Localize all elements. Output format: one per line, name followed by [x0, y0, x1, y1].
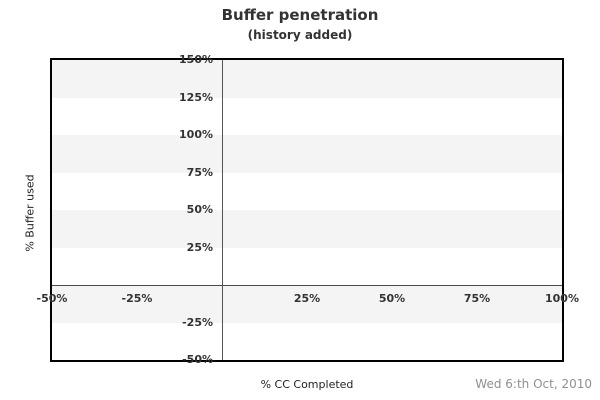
y-tick-label: 125% [179, 90, 214, 104]
plot-band [52, 247, 562, 285]
footer-date: Wed 6:th Oct, 2010 [475, 377, 592, 391]
y-zero-axis-line [52, 285, 562, 286]
chart-title: Buffer penetration [221, 6, 379, 24]
x-tick-label: 25% [293, 292, 321, 305]
y-tick-label: -25% [182, 315, 214, 329]
x-tick-label: 75% [463, 292, 491, 305]
x-axis-title: % CC Completed [260, 378, 354, 391]
x-tick-label: 100% [545, 292, 579, 305]
plot-band [52, 97, 562, 135]
y-tick-label: 50% [186, 203, 214, 216]
plot-band [52, 285, 562, 323]
y-tick-label: 75% [186, 165, 214, 179]
plot-band [52, 210, 562, 248]
y-tick-label: -50% [182, 353, 214, 366]
y-tick-label: 25% [186, 240, 214, 254]
x-tick-label: 50% [378, 292, 406, 305]
y-tick-label: 150% [179, 53, 214, 66]
plot-band [52, 60, 562, 98]
y-tick-label: 100% [179, 128, 214, 141]
x-zero-axis-line [222, 60, 223, 360]
chart-subtitle: (history added) [247, 28, 353, 42]
x-tick-label: -25% [121, 292, 153, 305]
plot-band [52, 172, 562, 210]
plot-band [52, 322, 562, 360]
x-tick-label: -50% [36, 292, 68, 305]
plot-area: 150% 125% 100% 75% 50% 25% -25% -50% -50% -25% 25… [37, 53, 579, 366]
y-axis-title: % Buffer used [23, 174, 37, 252]
plot-band [52, 135, 562, 173]
